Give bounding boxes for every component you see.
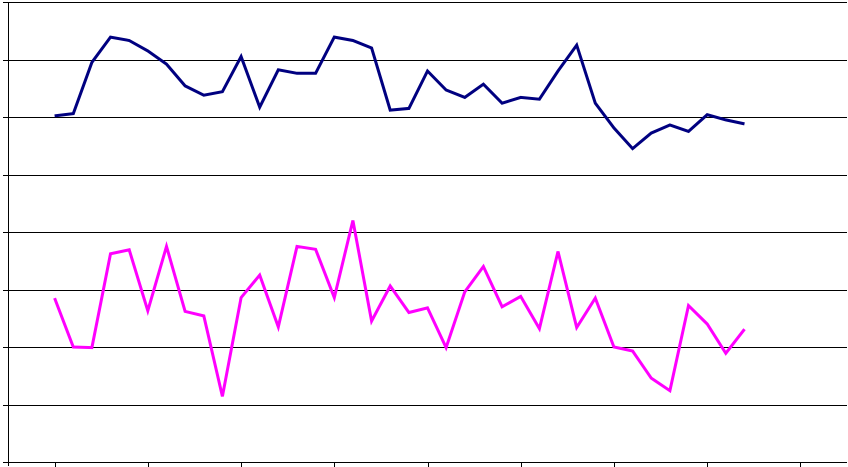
axes [3,2,847,467]
series-line-2 [53,220,746,397]
series-lines [53,35,746,397]
series-line-1 [54,35,745,151]
gridlines [8,2,847,406]
